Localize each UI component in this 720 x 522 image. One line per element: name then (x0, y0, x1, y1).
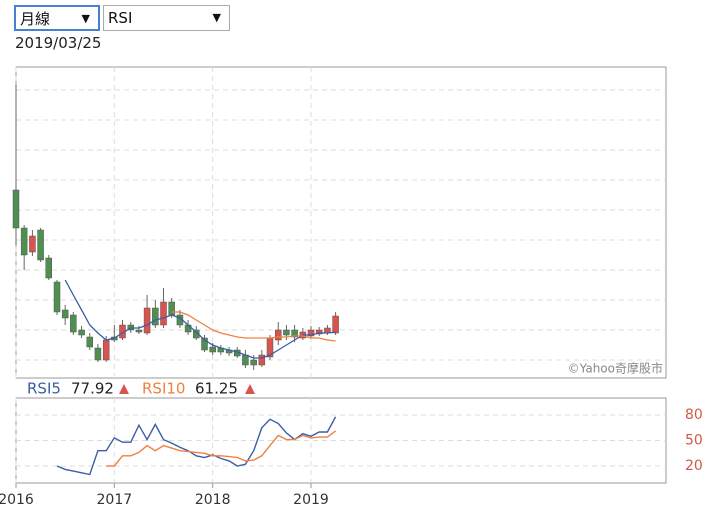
candle-body (307, 329, 315, 337)
x-tick-label: 2016 (0, 492, 34, 508)
candle-body (160, 301, 167, 326)
period-select[interactable]: 月線 ▼ (14, 5, 100, 31)
period-value: 月線 (20, 10, 51, 28)
plot-frame (15, 66, 667, 379)
candle-body (86, 336, 94, 348)
candle-body (201, 337, 208, 351)
line (106, 430, 337, 467)
candle-body (209, 346, 216, 353)
candle-body (192, 329, 200, 339)
line (56, 416, 337, 476)
y-tick-label: 80 (685, 407, 703, 423)
candle-body (315, 329, 323, 335)
indicator-select[interactable]: RSI ▼ (103, 5, 230, 31)
line (64, 279, 336, 359)
candle-body (20, 227, 28, 256)
candle-body (332, 315, 339, 334)
legend-value: 77.92 (71, 380, 114, 398)
candle-body (250, 359, 257, 366)
legend-value: 61.25 (195, 380, 238, 398)
indicator-value: RSI (108, 9, 133, 27)
legend-name: RSI10 (142, 380, 185, 398)
up-triangle (119, 384, 129, 394)
candle-body (53, 281, 61, 313)
candle-body (70, 314, 77, 333)
candle-body (152, 307, 159, 326)
candle-body (291, 329, 298, 338)
y-tick-label: 20 (685, 458, 703, 474)
candle-body (12, 189, 20, 229)
x-tick-label: 2018 (195, 492, 231, 508)
candle-body (143, 307, 151, 334)
x-tick-label: 2017 (97, 492, 133, 508)
y-tick-label: 50 (685, 433, 703, 449)
candle-body (29, 235, 36, 253)
watermark: ©Yahoo奇摩股市 (568, 361, 663, 376)
line (171, 311, 336, 342)
candle-body (102, 339, 110, 361)
candle-body (78, 329, 85, 336)
dropdown-arrow: ▼ (81, 12, 90, 25)
candle-body (37, 229, 44, 261)
candle-body (61, 309, 69, 319)
date: 2019/03/25 (15, 34, 102, 52)
candle-body (275, 329, 282, 341)
candle-body (283, 329, 290, 336)
candle-body (258, 354, 266, 366)
candle-body (242, 354, 249, 366)
candle-body (135, 329, 143, 333)
candle-body (94, 347, 102, 361)
candle-body (168, 301, 175, 316)
dropdown-arrow: ▼ (212, 11, 221, 24)
x-tick-label: 2019 (293, 492, 329, 508)
candle-body (45, 257, 52, 279)
legend-name: RSI5 (27, 380, 61, 398)
up-triangle (245, 384, 255, 394)
